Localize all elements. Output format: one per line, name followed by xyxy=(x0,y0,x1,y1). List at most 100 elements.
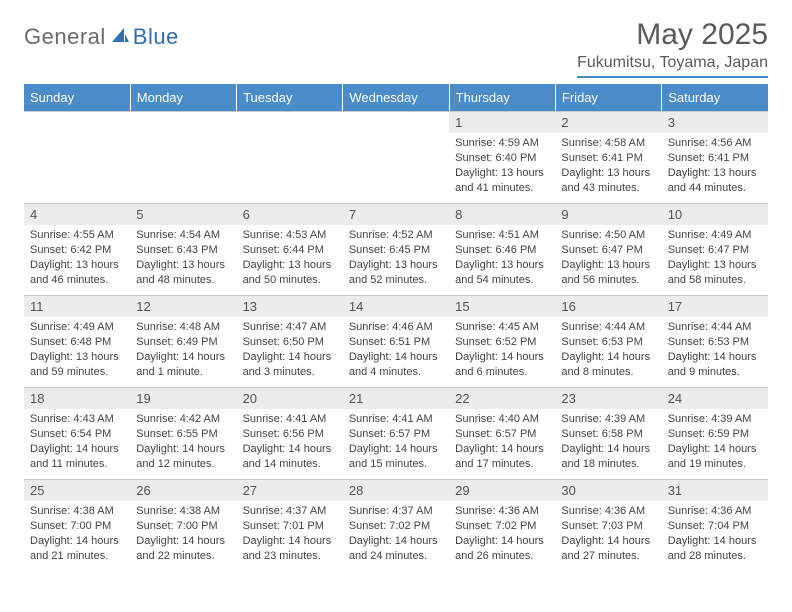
daylight-line: Daylight: 14 hours and 3 minutes. xyxy=(243,350,337,380)
daylight-line: Daylight: 13 hours and 50 minutes. xyxy=(243,258,337,288)
daylight-line: Daylight: 14 hours and 26 minutes. xyxy=(455,534,549,564)
calendar-body: 1Sunrise: 4:59 AMSunset: 6:40 PMDaylight… xyxy=(24,112,768,572)
day-number: 27 xyxy=(237,480,343,501)
calendar-cell: 9Sunrise: 4:50 AMSunset: 6:47 PMDaylight… xyxy=(555,204,661,296)
calendar-cell: 20Sunrise: 4:41 AMSunset: 6:56 PMDayligh… xyxy=(237,388,343,480)
day-details: Sunrise: 4:41 AMSunset: 6:56 PMDaylight:… xyxy=(237,409,343,474)
daylight-line: Daylight: 14 hours and 19 minutes. xyxy=(668,442,762,472)
weekday-header: Tuesday xyxy=(237,84,343,112)
daylight-line: Daylight: 14 hours and 27 minutes. xyxy=(561,534,655,564)
sunrise-line: Sunrise: 4:38 AM xyxy=(30,504,124,519)
daylight-line: Daylight: 14 hours and 6 minutes. xyxy=(455,350,549,380)
day-details: Sunrise: 4:52 AMSunset: 6:45 PMDaylight:… xyxy=(343,225,449,290)
sunset-line: Sunset: 6:41 PM xyxy=(561,151,655,166)
sunset-line: Sunset: 6:49 PM xyxy=(136,335,230,350)
day-number: 6 xyxy=(237,204,343,225)
sunrise-line: Sunrise: 4:58 AM xyxy=(561,136,655,151)
sunrise-line: Sunrise: 4:54 AM xyxy=(136,228,230,243)
day-details: Sunrise: 4:49 AMSunset: 6:47 PMDaylight:… xyxy=(662,225,768,290)
sunrise-line: Sunrise: 4:36 AM xyxy=(561,504,655,519)
sunset-line: Sunset: 6:47 PM xyxy=(668,243,762,258)
sunset-line: Sunset: 6:51 PM xyxy=(349,335,443,350)
sunset-line: Sunset: 6:58 PM xyxy=(561,427,655,442)
day-number: 3 xyxy=(662,112,768,133)
daylight-line: Daylight: 14 hours and 11 minutes. xyxy=(30,442,124,472)
day-number: 18 xyxy=(24,388,130,409)
calendar-cell: 4Sunrise: 4:55 AMSunset: 6:42 PMDaylight… xyxy=(24,204,130,296)
day-details: Sunrise: 4:58 AMSunset: 6:41 PMDaylight:… xyxy=(555,133,661,198)
calendar-cell xyxy=(130,112,236,204)
calendar-cell: 22Sunrise: 4:40 AMSunset: 6:57 PMDayligh… xyxy=(449,388,555,480)
daylight-line: Daylight: 13 hours and 52 minutes. xyxy=(349,258,443,288)
calendar-cell: 2Sunrise: 4:58 AMSunset: 6:41 PMDaylight… xyxy=(555,112,661,204)
sunset-line: Sunset: 6:48 PM xyxy=(30,335,124,350)
day-details: Sunrise: 4:44 AMSunset: 6:53 PMDaylight:… xyxy=(555,317,661,382)
calendar-cell: 17Sunrise: 4:44 AMSunset: 6:53 PMDayligh… xyxy=(662,296,768,388)
calendar-row: 11Sunrise: 4:49 AMSunset: 6:48 PMDayligh… xyxy=(24,296,768,388)
sunrise-line: Sunrise: 4:41 AM xyxy=(349,412,443,427)
sunset-line: Sunset: 6:53 PM xyxy=(668,335,762,350)
sunrise-line: Sunrise: 4:45 AM xyxy=(455,320,549,335)
day-details: Sunrise: 4:43 AMSunset: 6:54 PMDaylight:… xyxy=(24,409,130,474)
header: General Blue May 2025 Fukumitsu, Toyama,… xyxy=(24,18,768,78)
logo-sail-icon xyxy=(110,26,130,49)
day-details: Sunrise: 4:44 AMSunset: 6:53 PMDaylight:… xyxy=(662,317,768,382)
calendar-cell: 19Sunrise: 4:42 AMSunset: 6:55 PMDayligh… xyxy=(130,388,236,480)
sunset-line: Sunset: 6:41 PM xyxy=(668,151,762,166)
calendar-cell: 24Sunrise: 4:39 AMSunset: 6:59 PMDayligh… xyxy=(662,388,768,480)
calendar-cell xyxy=(237,112,343,204)
sunset-line: Sunset: 6:57 PM xyxy=(349,427,443,442)
daylight-line: Daylight: 14 hours and 18 minutes. xyxy=(561,442,655,472)
sunset-line: Sunset: 6:40 PM xyxy=(455,151,549,166)
sunrise-line: Sunrise: 4:44 AM xyxy=(561,320,655,335)
daylight-line: Daylight: 14 hours and 8 minutes. xyxy=(561,350,655,380)
day-number: 30 xyxy=(555,480,661,501)
sunrise-line: Sunrise: 4:43 AM xyxy=(30,412,124,427)
calendar-cell xyxy=(343,112,449,204)
day-number: 11 xyxy=(24,296,130,317)
sunset-line: Sunset: 6:53 PM xyxy=(561,335,655,350)
calendar-cell: 28Sunrise: 4:37 AMSunset: 7:02 PMDayligh… xyxy=(343,480,449,572)
sunset-line: Sunset: 6:56 PM xyxy=(243,427,337,442)
daylight-line: Daylight: 14 hours and 24 minutes. xyxy=(349,534,443,564)
day-details: Sunrise: 4:38 AMSunset: 7:00 PMDaylight:… xyxy=(130,501,236,566)
sunrise-line: Sunrise: 4:38 AM xyxy=(136,504,230,519)
calendar-cell: 14Sunrise: 4:46 AMSunset: 6:51 PMDayligh… xyxy=(343,296,449,388)
calendar-cell: 29Sunrise: 4:36 AMSunset: 7:02 PMDayligh… xyxy=(449,480,555,572)
day-details: Sunrise: 4:36 AMSunset: 7:02 PMDaylight:… xyxy=(449,501,555,566)
calendar-cell: 15Sunrise: 4:45 AMSunset: 6:52 PMDayligh… xyxy=(449,296,555,388)
calendar-cell: 27Sunrise: 4:37 AMSunset: 7:01 PMDayligh… xyxy=(237,480,343,572)
sunset-line: Sunset: 7:03 PM xyxy=(561,519,655,534)
day-number: 5 xyxy=(130,204,236,225)
day-number: 26 xyxy=(130,480,236,501)
day-number: 12 xyxy=(130,296,236,317)
day-details: Sunrise: 4:37 AMSunset: 7:01 PMDaylight:… xyxy=(237,501,343,566)
daylight-line: Daylight: 13 hours and 48 minutes. xyxy=(136,258,230,288)
sunset-line: Sunset: 6:42 PM xyxy=(30,243,124,258)
day-number: 21 xyxy=(343,388,449,409)
sunset-line: Sunset: 7:00 PM xyxy=(30,519,124,534)
daylight-line: Daylight: 13 hours and 54 minutes. xyxy=(455,258,549,288)
daylight-line: Daylight: 14 hours and 15 minutes. xyxy=(349,442,443,472)
day-number: 19 xyxy=(130,388,236,409)
sunset-line: Sunset: 6:43 PM xyxy=(136,243,230,258)
sunset-line: Sunset: 7:01 PM xyxy=(243,519,337,534)
calendar-cell: 13Sunrise: 4:47 AMSunset: 6:50 PMDayligh… xyxy=(237,296,343,388)
day-number: 24 xyxy=(662,388,768,409)
calendar-cell: 18Sunrise: 4:43 AMSunset: 6:54 PMDayligh… xyxy=(24,388,130,480)
calendar-row: 1Sunrise: 4:59 AMSunset: 6:40 PMDaylight… xyxy=(24,112,768,204)
sunset-line: Sunset: 7:02 PM xyxy=(455,519,549,534)
logo: General Blue xyxy=(24,24,179,50)
month-title: May 2025 xyxy=(577,18,768,52)
daylight-line: Daylight: 14 hours and 12 minutes. xyxy=(136,442,230,472)
day-details: Sunrise: 4:54 AMSunset: 6:43 PMDaylight:… xyxy=(130,225,236,290)
day-details: Sunrise: 4:36 AMSunset: 7:03 PMDaylight:… xyxy=(555,501,661,566)
sunset-line: Sunset: 6:46 PM xyxy=(455,243,549,258)
calendar-row: 18Sunrise: 4:43 AMSunset: 6:54 PMDayligh… xyxy=(24,388,768,480)
sunset-line: Sunset: 7:04 PM xyxy=(668,519,762,534)
day-details: Sunrise: 4:45 AMSunset: 6:52 PMDaylight:… xyxy=(449,317,555,382)
sunrise-line: Sunrise: 4:49 AM xyxy=(668,228,762,243)
sunset-line: Sunset: 6:52 PM xyxy=(455,335,549,350)
day-details: Sunrise: 4:41 AMSunset: 6:57 PMDaylight:… xyxy=(343,409,449,474)
sunrise-line: Sunrise: 4:52 AM xyxy=(349,228,443,243)
